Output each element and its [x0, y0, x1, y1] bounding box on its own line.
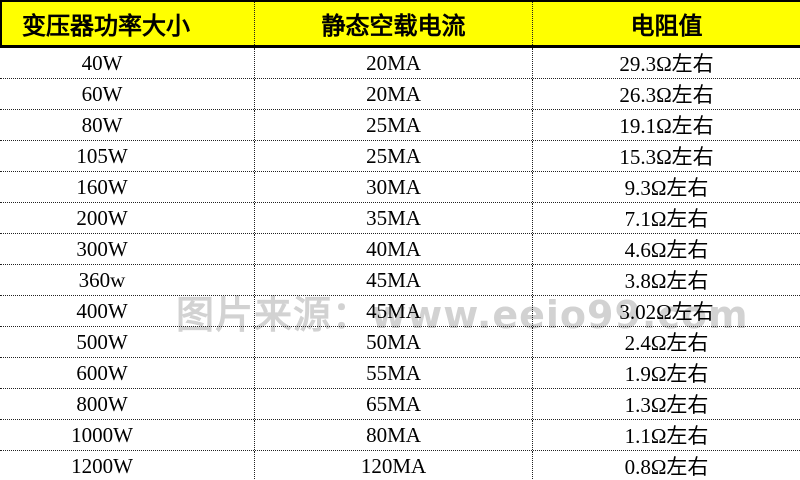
power-cell: 1200W [0, 451, 255, 480]
power-cell: 600W [0, 358, 255, 388]
power-cell: 60W [0, 79, 255, 109]
resistance-cell: 3.02Ω左右 [619, 300, 714, 324]
current-cell: 40MA [255, 234, 533, 264]
current-cell: 120MA [255, 451, 533, 480]
header-power: 变压器功率大小 [2, 2, 255, 45]
table-row: 1200W 120MA 0.8Ω左右 [0, 451, 800, 480]
power-cell: 40W [0, 48, 255, 78]
power-cell: 200W [0, 203, 255, 233]
resistance-cell: 2.4Ω左右 [624, 331, 709, 355]
table-row: 60W 20MA 26.3Ω左右 [0, 79, 800, 110]
table-row: 400W 45MA 3.02Ω左右 [0, 296, 800, 327]
resistance-cell: 26.3Ω左右 [619, 83, 714, 107]
power-cell: 80W [0, 110, 255, 140]
table-row: 200W 35MA 7.1Ω左右 [0, 203, 800, 234]
table-body: 40W 20MA 29.3Ω左右 60W 20MA 26.3Ω左右 80W 25… [0, 48, 800, 480]
power-cell: 300W [0, 234, 255, 264]
table-row: 360w 45MA 3.8Ω左右 [0, 265, 800, 296]
current-cell: 30MA [255, 172, 533, 202]
header-resistance: 电阻值 [630, 12, 703, 40]
table-row: 40W 20MA 29.3Ω左右 [0, 48, 800, 79]
resistance-cell: 1.1Ω左右 [624, 424, 709, 448]
power-cell: 160W [0, 172, 255, 202]
table-row: 160W 30MA 9.3Ω左右 [0, 172, 800, 203]
resistance-cell: 7.1Ω左右 [624, 207, 709, 231]
current-cell: 25MA [255, 110, 533, 140]
power-cell: 360w [0, 265, 255, 295]
table-row: 800W 65MA 1.3Ω左右 [0, 389, 800, 420]
table-row: 1000W 80MA 1.1Ω左右 [0, 420, 800, 451]
current-cell: 45MA [255, 265, 533, 295]
power-cell: 105W [0, 141, 255, 171]
current-cell: 20MA [255, 79, 533, 109]
table-row: 600W 55MA 1.9Ω左右 [0, 358, 800, 389]
current-cell: 80MA [255, 420, 533, 450]
resistance-cell: 1.9Ω左右 [624, 362, 709, 386]
table-row: 500W 50MA 2.4Ω左右 [0, 327, 800, 358]
resistance-cell: 29.3Ω左右 [619, 52, 714, 76]
power-cell: 800W [0, 389, 255, 419]
current-cell: 25MA [255, 141, 533, 171]
table-row: 300W 40MA 4.6Ω左右 [0, 234, 800, 265]
current-cell: 55MA [255, 358, 533, 388]
table-row: 105W 25MA 15.3Ω左右 [0, 141, 800, 172]
table-row: 80W 25MA 19.1Ω左右 [0, 110, 800, 141]
current-cell: 45MA [255, 296, 533, 326]
watermark-text: 图片来源：www.eeio99.com [176, 293, 749, 337]
power-cell: 500W [0, 327, 255, 357]
power-cell: 1000W [0, 420, 255, 450]
resistance-cell: 3.8Ω左右 [624, 269, 709, 293]
current-cell: 20MA [255, 48, 533, 78]
resistance-cell: 19.1Ω左右 [619, 114, 714, 138]
current-cell: 50MA [255, 327, 533, 357]
table-header-row: 变压器功率大小 静态空载电流 电阻值 [0, 0, 800, 48]
resistance-cell: 1.3Ω左右 [624, 393, 709, 417]
resistance-cell: 15.3Ω左右 [619, 145, 714, 169]
resistance-cell: 0.8Ω左右 [624, 455, 709, 479]
header-current: 静态空载电流 [255, 2, 533, 45]
resistance-cell: 4.6Ω左右 [624, 238, 709, 262]
resistance-cell: 9.3Ω左右 [624, 176, 709, 200]
current-cell: 65MA [255, 389, 533, 419]
current-cell: 35MA [255, 203, 533, 233]
power-cell: 400W [0, 296, 255, 326]
